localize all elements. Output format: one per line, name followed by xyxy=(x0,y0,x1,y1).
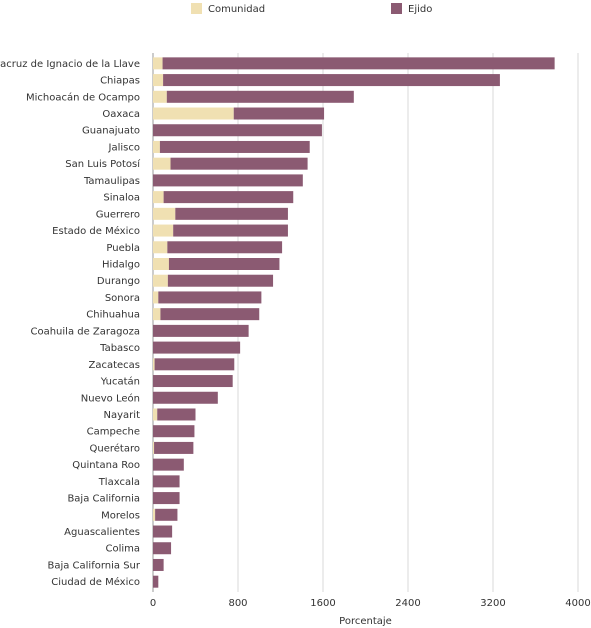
category-label: Colima xyxy=(105,544,140,555)
bar-comunidad-23 xyxy=(153,441,155,454)
bar-comunidad-1 xyxy=(153,74,164,87)
category-label: Michoacán de Ocampo xyxy=(26,91,140,103)
category-label: Puebla xyxy=(106,243,140,254)
bar-ejido-23 xyxy=(154,441,194,454)
category-label: Hidalgo xyxy=(102,260,140,271)
bar-comunidad-2 xyxy=(153,90,167,103)
bar-comunidad-27 xyxy=(153,508,156,521)
bar-comunidad-6 xyxy=(153,157,171,170)
category-label: Coahuila de Zaragoza xyxy=(30,326,140,337)
x-tick-label: 800 xyxy=(228,598,247,609)
bar-ejido-16 xyxy=(153,324,249,337)
bar-ejido-28 xyxy=(153,525,173,538)
category-label: Chiapas xyxy=(100,76,140,87)
legend-swatch-ejido xyxy=(391,3,402,14)
category-label: Chihuahua xyxy=(86,310,140,321)
category-label: Nuevo León xyxy=(81,392,140,404)
bar-ejido-10 xyxy=(173,224,288,237)
bar-comunidad-5 xyxy=(153,140,160,153)
bar-ejido-20 xyxy=(153,391,218,404)
category-label: Durango xyxy=(97,276,140,287)
bar-ejido-31 xyxy=(153,575,159,588)
bar-ejido-5 xyxy=(159,140,310,153)
bar-ejido-26 xyxy=(153,492,180,505)
bar-comunidad-9 xyxy=(153,207,176,220)
category-labels: Veracruz de Ignacio de la Llave Chiapas Mi… xyxy=(0,59,141,588)
bars xyxy=(153,57,555,588)
bar-ejido-25 xyxy=(153,475,180,488)
bar-comunidad-21 xyxy=(153,408,158,421)
bar-comunidad-3 xyxy=(153,107,234,120)
x-tick-labels: 0 800 1600 2400 3200 4000 xyxy=(150,598,591,609)
bar-ejido-15 xyxy=(160,308,260,321)
legend-swatch-comunidad xyxy=(191,3,202,14)
bar-ejido-24 xyxy=(153,458,184,471)
bar-comunidad-8 xyxy=(153,191,164,204)
x-tick-label: 0 xyxy=(150,598,156,609)
bar-ejido-12 xyxy=(168,258,280,270)
category-label: Nayarit xyxy=(104,410,141,421)
x-tick-label: 1600 xyxy=(310,598,335,609)
legend-label-ejido: Ejido xyxy=(408,4,432,15)
x-tick-label: 3200 xyxy=(480,598,505,609)
bar-comunidad-15 xyxy=(153,308,161,321)
bar-comunidad-11 xyxy=(153,241,168,254)
legend-label-comunidad: Comunidad xyxy=(208,4,265,15)
category-label: Morelos xyxy=(101,510,140,521)
category-label: Aguascalientes xyxy=(64,527,140,538)
bar-ejido-22 xyxy=(153,425,195,438)
category-label: Estado de México xyxy=(52,225,140,237)
bar-ejido-1 xyxy=(163,74,500,87)
category-label: Yucatán xyxy=(100,376,140,388)
bar-comunidad-14 xyxy=(153,291,159,304)
category-label: San Luis Potosí xyxy=(65,158,141,170)
bar-ejido-13 xyxy=(167,274,274,287)
bar-ejido-7 xyxy=(153,174,303,187)
bar-ejido-29 xyxy=(153,542,172,555)
bar-ejido-2 xyxy=(166,90,354,103)
category-label: Zacatecas xyxy=(88,360,140,371)
x-tick-label: 2400 xyxy=(395,598,420,609)
category-label: Guerrero xyxy=(96,209,140,220)
bar-ejido-0 xyxy=(162,57,555,70)
bar-ejido-14 xyxy=(158,291,262,304)
bar-ejido-18 xyxy=(154,358,235,371)
bar-comunidad-12 xyxy=(153,258,169,270)
category-label: Sinaloa xyxy=(103,193,140,204)
x-axis-title: Porcentaje xyxy=(339,616,392,627)
category-label: Querétaro xyxy=(90,442,140,454)
category-label: Quintana Roo xyxy=(72,460,140,471)
category-label: Ciudad de México xyxy=(51,576,140,588)
category-label: Baja California Sur xyxy=(47,560,140,571)
bar-ejido-19 xyxy=(153,375,233,388)
legend: Comunidad Ejido xyxy=(191,3,432,15)
bar-ejido-27 xyxy=(155,508,178,521)
category-label: Tamaulipas xyxy=(83,176,140,187)
bar-comunidad-13 xyxy=(153,274,168,287)
category-label: Tabasco xyxy=(99,343,140,354)
bar-ejido-8 xyxy=(163,191,294,204)
bar-ejido-11 xyxy=(167,241,283,254)
bar-comunidad-0 xyxy=(153,57,163,70)
bar-ejido-9 xyxy=(175,207,288,220)
bar-ejido-4 xyxy=(153,124,322,137)
bar-comunidad-10 xyxy=(153,224,174,237)
category-label: Veracruz de Ignacio de la Llave xyxy=(0,59,140,70)
bar-ejido-21 xyxy=(157,408,196,421)
category-label: Jalisco xyxy=(108,142,140,153)
category-label: Sonora xyxy=(105,293,140,304)
category-label: Baja California xyxy=(67,494,140,505)
x-tick-label: 4000 xyxy=(565,598,590,609)
bar-ejido-3 xyxy=(233,107,325,120)
bar-ejido-6 xyxy=(170,157,308,170)
category-label: Campeche xyxy=(87,427,140,438)
bar-ejido-17 xyxy=(153,341,241,354)
category-label: Tlaxcala xyxy=(98,477,140,488)
category-label: Guanajuato xyxy=(82,126,140,137)
bar-ejido-30 xyxy=(153,558,164,571)
category-label: Oaxaca xyxy=(102,109,140,120)
bar-comunidad-18 xyxy=(153,358,155,371)
